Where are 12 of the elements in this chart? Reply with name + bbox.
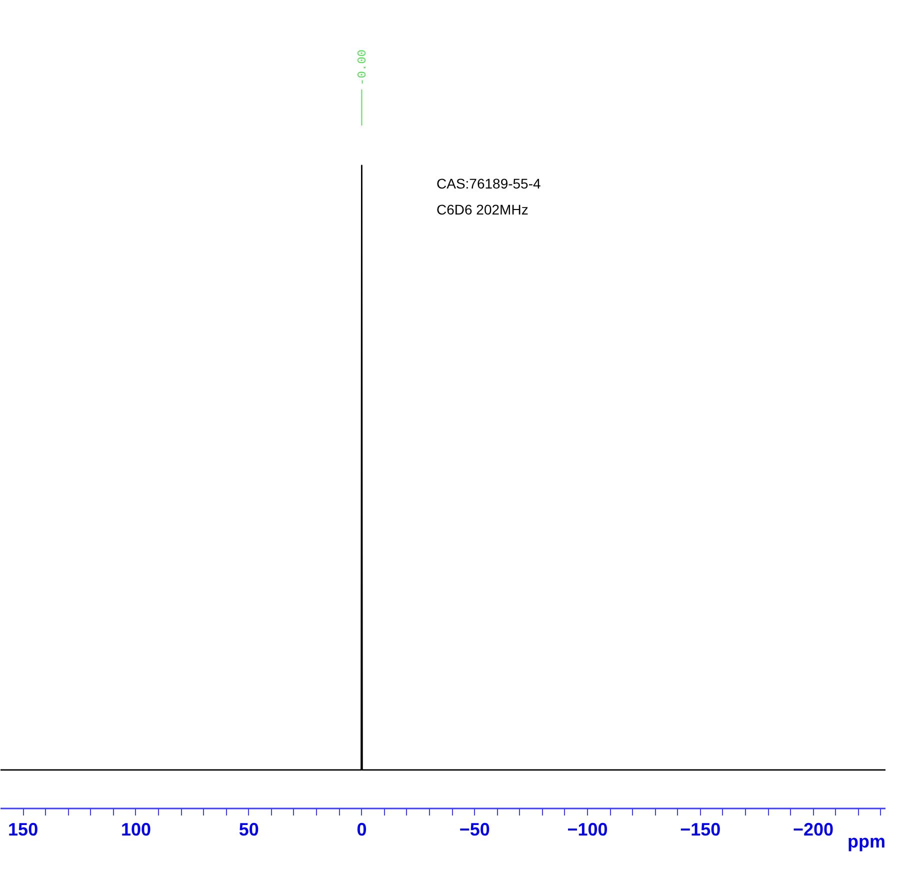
annotation: C6D6 202MHz xyxy=(436,202,528,218)
x-tick-label: −100 xyxy=(567,820,608,840)
x-tick-label: −200 xyxy=(792,820,834,840)
x-tick-label: −150 xyxy=(680,820,721,840)
x-tick-label: 0 xyxy=(356,820,367,840)
annotation: CAS:76189-55-4 xyxy=(436,176,542,192)
x-tick-label: 100 xyxy=(120,820,151,840)
text: -0.00 xyxy=(356,49,370,86)
x-tick-label: −50 xyxy=(459,820,490,840)
x-tick-label: 150 xyxy=(8,820,38,840)
x-axis-title: ppm xyxy=(848,832,886,852)
x-tick-label: 50 xyxy=(238,820,259,840)
